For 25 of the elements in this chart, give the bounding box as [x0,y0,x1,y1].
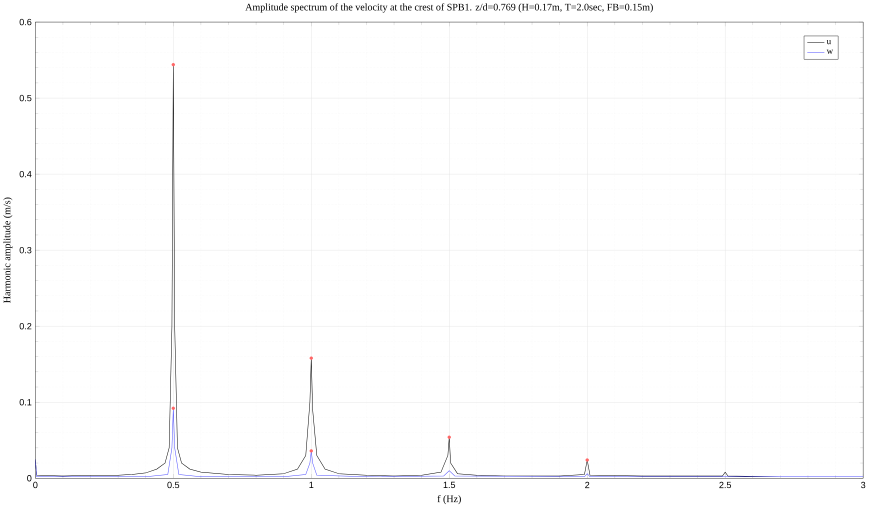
y-tick-label: 0.6 [20,19,32,26]
x-tick-label: 1.5 [444,482,456,488]
legend-label: w [826,50,834,54]
x-tick-label: 0 [33,482,38,488]
point [172,63,176,67]
chart-title: Amplitude spectrum of the velocity at the crest of SPB1. z/d=0.769 (H=0.17m, T=2.0sec, FB=0.15m) [245,4,653,13]
point [586,458,589,462]
x-tick-label: 2.5 [719,482,732,488]
x-tick-label: 0.5 [167,482,180,488]
y-tick-label: 0.4 [20,171,32,178]
x-tick-label: 3 [861,482,866,488]
x-tick-label: 2 [585,482,590,488]
y-tick-label: 0.2 [20,323,32,330]
point [310,356,313,360]
y-axis-title: Harmonic amplitude (m/s) [3,198,12,304]
x-tick-label: 1 [309,482,314,488]
point [448,436,451,440]
x-axis-title: f (Hz) [437,495,461,504]
legend-label: u [826,40,831,44]
point [172,406,176,410]
y-tick-label: 0.3 [20,247,32,254]
point [310,449,313,453]
y-tick-label: 0.1 [20,399,32,406]
y-tick-label: 0 [27,475,32,482]
y-tick-label: 0.5 [20,95,32,102]
